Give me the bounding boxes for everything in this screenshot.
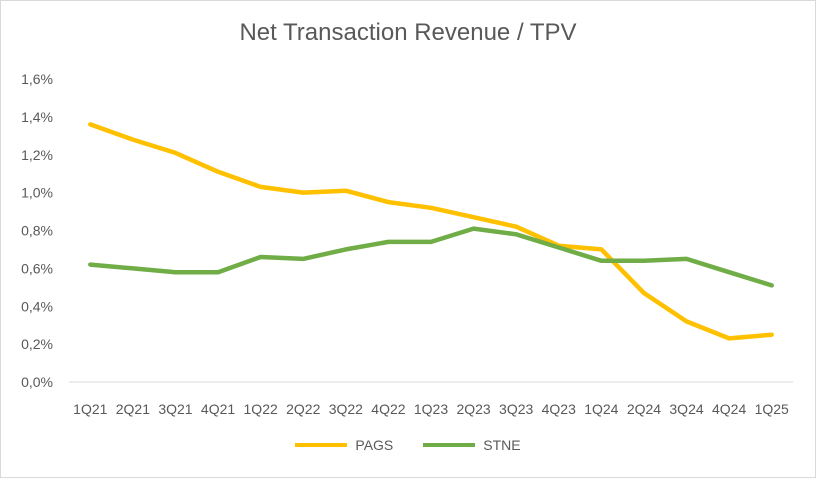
legend: PAGS STNE: [1, 437, 815, 453]
x-tick-label: 2Q23: [456, 401, 490, 417]
x-tick-label: 1Q22: [244, 401, 278, 417]
x-tick-label: 4Q22: [371, 401, 405, 417]
x-tick-label: 4Q24: [712, 401, 746, 417]
legend-item-pags: PAGS: [295, 437, 393, 453]
x-tick-label: 3Q23: [499, 401, 533, 417]
x-tick-label: 1Q21: [73, 401, 107, 417]
series-layer: [88, 122, 774, 341]
series-line-pags: [88, 122, 774, 341]
legend-label: STNE: [483, 437, 521, 453]
y-tick-label: 0,2%: [21, 336, 53, 352]
x-tick-label: 1Q23: [414, 401, 448, 417]
plot-area: 0,0% 0,2% 0,4% 0,6% 0,8% 1,0% 1,2% 1,4% 1,6% 1Q2…: [21, 71, 793, 417]
y-tick-label: 0,6%: [21, 260, 53, 276]
y-tick-label: 0,8%: [21, 223, 53, 239]
legend-label: PAGS: [355, 437, 394, 453]
y-axis: 0,0% 0,2% 0,4% 0,6% 0,8% 1,0% 1,2% 1,4% 1,6%: [21, 71, 53, 390]
y-tick-label: 1,0%: [21, 185, 53, 201]
x-tick-label: 2Q24: [627, 401, 661, 417]
x-tick-label: 3Q22: [329, 401, 363, 417]
legend-item-stne: STNE: [423, 437, 521, 453]
x-axis: 1Q21 2Q21 3Q21 4Q21 1Q22 2Q22 3Q22 4Q22 1Q23 2Q23…: [73, 401, 789, 417]
series-line-stne: [88, 226, 774, 288]
y-tick-label: 1,2%: [21, 147, 53, 163]
y-tick-label: 1,4%: [21, 109, 53, 125]
x-tick-label: 1Q24: [584, 401, 618, 417]
x-tick-label: 2Q21: [116, 401, 150, 417]
x-tick-label: 4Q23: [542, 401, 576, 417]
legend-swatch: [295, 443, 348, 447]
x-tick-label: 1Q25: [755, 401, 789, 417]
x-tick-label: 4Q21: [201, 401, 235, 417]
x-tick-label: 3Q24: [669, 401, 703, 417]
y-tick-label: 0,0%: [21, 374, 53, 390]
y-tick-label: 1,6%: [21, 71, 53, 87]
x-tick-label: 2Q22: [286, 401, 320, 417]
y-tick-label: 0,4%: [21, 298, 53, 314]
x-tick-label: 3Q21: [158, 401, 192, 417]
chart-title: Net Transaction Revenue / TPV: [239, 19, 577, 46]
legend-swatch: [423, 443, 476, 447]
